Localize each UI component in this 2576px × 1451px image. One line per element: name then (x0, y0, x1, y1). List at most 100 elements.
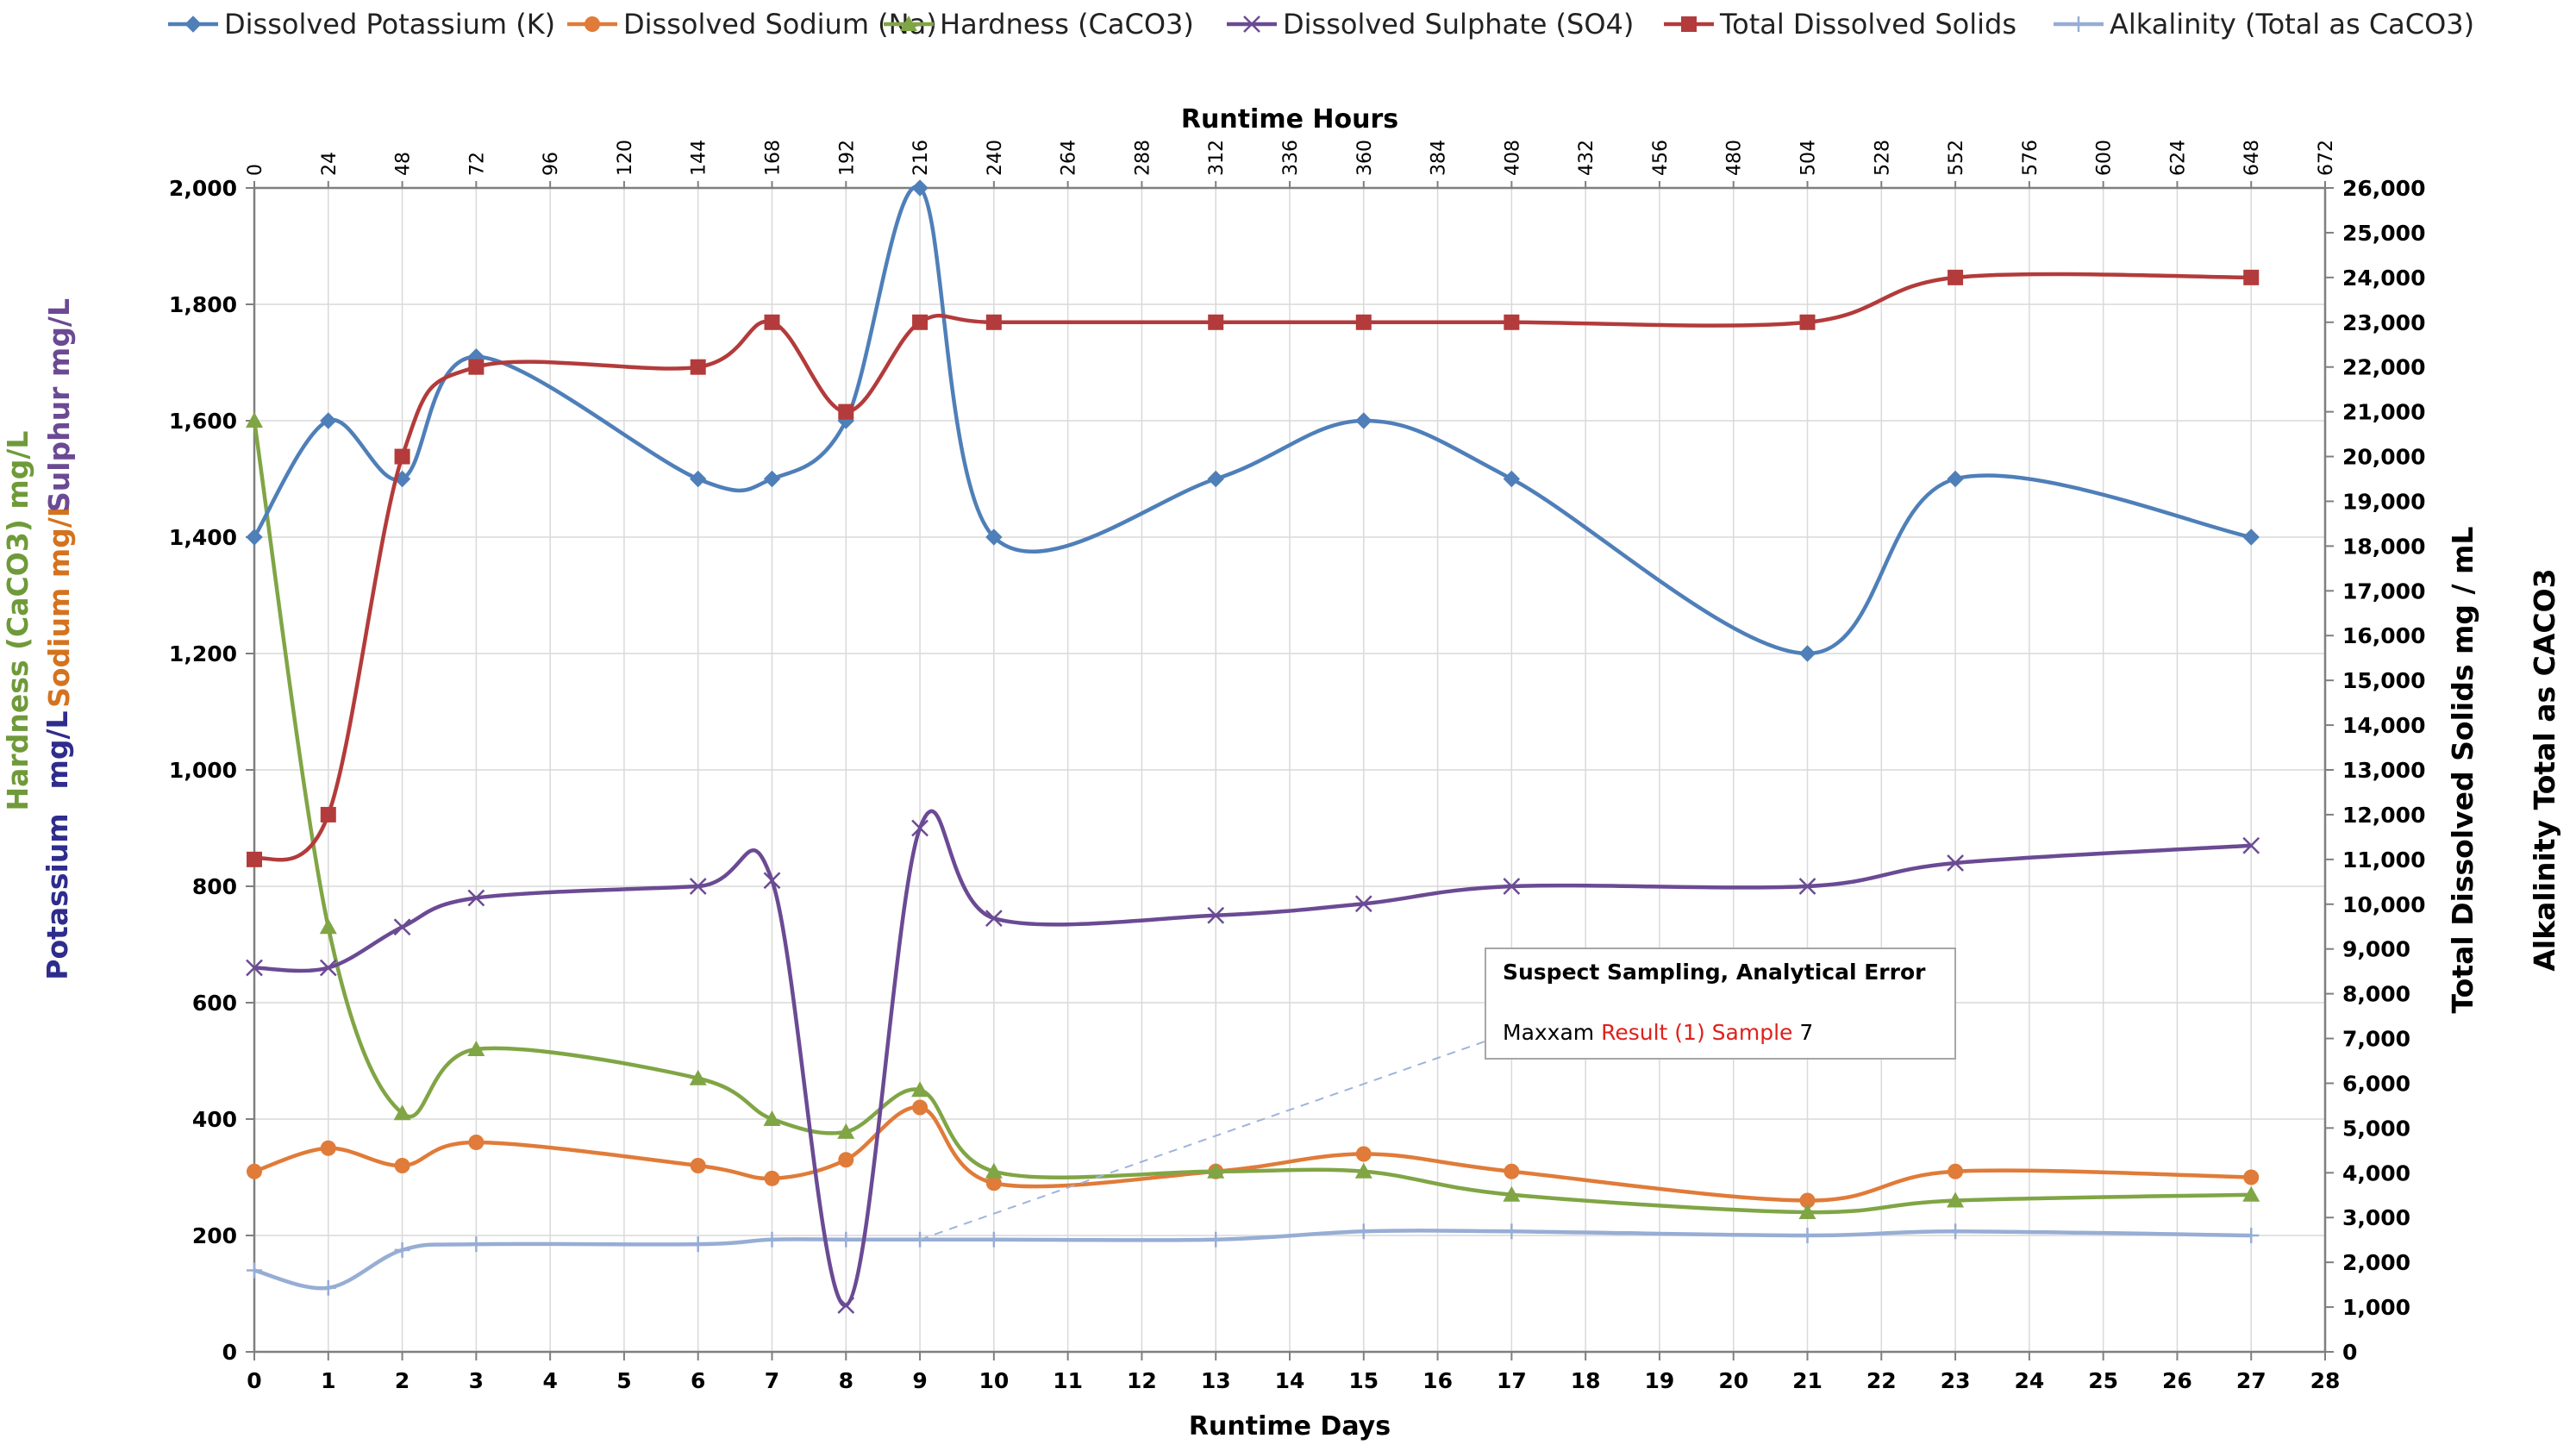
data-point-stroke (319, 959, 337, 977)
data-point (393, 1104, 411, 1121)
y-tick-label: 200 (192, 1223, 237, 1248)
x2-tick-label: 0 (245, 164, 266, 176)
x2-tick-label: 216 (910, 140, 932, 176)
x2-tick-label: 504 (1798, 140, 1820, 176)
data-point (911, 819, 928, 837)
data-point (764, 1231, 780, 1248)
data-point (911, 179, 928, 197)
series-alkalinity-total-as-caco3 (247, 1223, 2260, 1296)
x-tick-label: 21 (1792, 1368, 1823, 1393)
data-point (319, 959, 337, 977)
data-point (2242, 1185, 2260, 1202)
data-point (394, 1158, 410, 1173)
y-tick-label: 1,400 (169, 525, 237, 550)
y2-tick-label: 7,000 (2342, 1027, 2410, 1052)
y2-tick-label: 5,000 (2342, 1116, 2410, 1141)
x-tick-label: 14 (1275, 1368, 1305, 1393)
data-point-stroke (467, 889, 485, 907)
y-tick-label: 2,000 (169, 176, 237, 201)
x-tick-label: 17 (1497, 1368, 1527, 1393)
data-point-stroke (911, 819, 928, 837)
x-axis-title: Runtime Days (1189, 1411, 1391, 1442)
legend-item: Dissolved Sulphate (SO4) (1227, 8, 1634, 41)
series-line (253, 272, 2252, 862)
data-point (1504, 1223, 1520, 1240)
y-axis-title-part: Sodium mg/L (42, 499, 76, 708)
x-tick-label: 2 (395, 1368, 410, 1393)
legend: Dissolved Potassium (K) Dissolved Sodium … (168, 8, 2474, 41)
y-tick-label: 1,800 (169, 292, 237, 317)
x-tick-label: 28 (2310, 1368, 2341, 1393)
x-tick-label: 19 (1645, 1368, 1675, 1393)
x2-tick-label: 408 (1502, 140, 1523, 176)
x2-axis-title: Runtime Hours (1181, 104, 1398, 134)
x2-tick-label: 264 (1059, 140, 1080, 176)
y-axis-title-part: Sulphur mg/L (42, 298, 76, 512)
x-tick-label: 25 (2088, 1368, 2118, 1393)
grid-layer (253, 187, 2326, 1353)
x2-tick-label: 144 (689, 140, 710, 176)
y3-axis-title: Alkalinity Total as CACO3 (2528, 568, 2561, 971)
data-point (1947, 470, 1964, 488)
data-point (689, 1069, 707, 1085)
data-point (985, 314, 1002, 330)
data-point (585, 16, 600, 32)
x-tick-label: 4 (542, 1368, 557, 1393)
y2-tick-label: 0 (2342, 1340, 2357, 1365)
data-point-stroke (763, 872, 781, 890)
legend-item: Total Dissolved Solids (1664, 8, 2016, 41)
x2-tick-label: 120 (615, 140, 636, 176)
series-dissolved-sulphate-so4 (246, 809, 2260, 1314)
y2-tick-label: 19,000 (2342, 489, 2425, 514)
data-point (467, 1041, 485, 1056)
data-point (763, 470, 781, 488)
series-line (252, 420, 2252, 1215)
legend-label: Dissolved Sulphate (SO4) (1283, 8, 1634, 41)
data-point (763, 872, 781, 890)
data-point (1208, 314, 1224, 330)
data-point (1503, 1185, 1521, 1202)
data-point (247, 1262, 262, 1279)
data-point (320, 1140, 336, 1156)
data-point (184, 16, 202, 33)
y2-tick-label: 20,000 (2342, 445, 2425, 470)
data-point (2242, 528, 2260, 546)
x-tick-label: 6 (691, 1368, 705, 1393)
x2-tick-label: 552 (1946, 140, 1967, 176)
data-point (1799, 314, 1816, 330)
data-point (1207, 1162, 1225, 1179)
y-axis-title-part: Hardness (CaCO3) mg/L (1, 431, 34, 811)
data-point (1947, 1191, 1965, 1208)
data-point (1503, 878, 1521, 895)
data-point (1947, 854, 1964, 872)
annotation-line-part: Maxxam (1503, 1020, 1601, 1045)
x2-tick-label: 24 (319, 152, 341, 176)
y-tick-label: 600 (192, 991, 237, 1016)
x2-tick-label: 624 (2167, 140, 2189, 176)
y2-tick-label: 17,000 (2342, 579, 2425, 604)
data-point (1948, 269, 1964, 285)
data-point (1207, 906, 1225, 924)
annotation-leader (919, 1034, 1505, 1241)
y2-tick-label: 4,000 (2342, 1160, 2410, 1185)
y-axis-title-part: Potassium (41, 813, 74, 979)
data-point (838, 1231, 854, 1248)
y2-tick-label: 21,000 (2342, 400, 2425, 425)
y-tick-label: 0 (222, 1340, 237, 1365)
data-point-stroke (1354, 895, 1372, 913)
annotation-box (1485, 948, 1956, 1060)
data-point (690, 470, 707, 488)
data-point (2071, 16, 2086, 32)
x-tick-label: 26 (2162, 1368, 2192, 1393)
x2-tick-label: 288 (1132, 140, 1154, 176)
data-point (467, 889, 485, 907)
series-total-dissolved-solids (247, 269, 2260, 867)
data-point (1354, 895, 1372, 913)
data-point (900, 16, 917, 31)
data-point (690, 359, 706, 375)
data-point (837, 1123, 855, 1139)
data-point (246, 412, 263, 428)
y-tick-label: 1,600 (169, 409, 237, 434)
data-point (689, 878, 707, 895)
